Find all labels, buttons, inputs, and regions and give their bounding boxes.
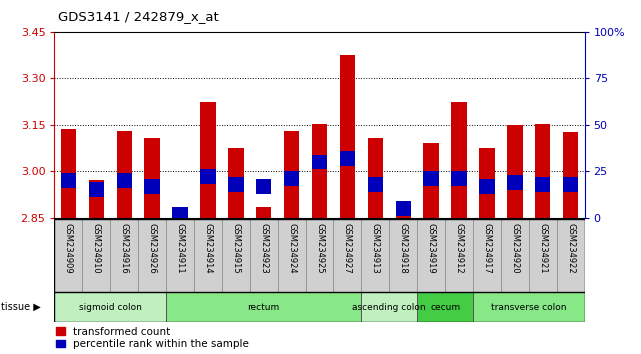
Bar [368,138,383,218]
Text: GSM234925: GSM234925 [315,223,324,274]
Text: GSM234919: GSM234919 [427,223,436,274]
Bar [312,124,327,218]
Bar [200,102,215,218]
Bar [306,219,333,292]
Bar [88,180,104,218]
Bar [284,171,299,186]
Bar [368,177,383,192]
Bar [83,219,110,292]
Bar [563,132,578,218]
Bar [333,219,362,292]
Bar [473,292,585,322]
Text: GSM234913: GSM234913 [371,223,380,274]
Bar [535,177,551,192]
Bar [194,219,222,292]
Text: GSM234924: GSM234924 [287,223,296,274]
Text: GSM234920: GSM234920 [510,223,519,274]
Text: GDS3141 / 242879_x_at: GDS3141 / 242879_x_at [58,10,219,23]
Bar [479,179,495,194]
Bar [451,102,467,218]
Bar [340,55,355,218]
Text: ascending colon: ascending colon [353,303,426,312]
Bar [88,182,104,197]
Bar [256,179,271,194]
Text: GSM234915: GSM234915 [231,223,240,274]
Bar [222,219,250,292]
Bar [54,292,166,322]
Bar [284,131,299,218]
Bar [507,175,522,190]
Text: GSM234917: GSM234917 [483,223,492,274]
Bar [417,219,445,292]
Bar [424,143,439,218]
Text: GSM234914: GSM234914 [203,223,212,274]
Bar [389,219,417,292]
Text: GSM234926: GSM234926 [147,223,156,274]
Text: GSM234923: GSM234923 [259,223,268,274]
Bar [278,219,306,292]
Text: GSM234916: GSM234916 [120,223,129,274]
Bar [172,207,188,222]
Bar [138,219,166,292]
Bar [501,219,529,292]
Bar [395,201,411,216]
Bar [451,171,467,186]
Text: GSM234912: GSM234912 [454,223,463,274]
Bar [445,219,473,292]
Text: GSM234918: GSM234918 [399,223,408,274]
Legend: transformed count, percentile rank within the sample: transformed count, percentile rank withi… [56,327,249,349]
Bar [117,173,132,188]
Text: transverse colon: transverse colon [491,303,567,312]
Bar [54,219,83,292]
Bar [340,151,355,166]
Bar [228,148,244,218]
Bar [556,219,585,292]
Text: GSM234921: GSM234921 [538,223,547,274]
Text: GSM234909: GSM234909 [64,223,73,274]
Bar [535,124,551,218]
Bar [166,292,362,322]
Bar [563,177,578,192]
Text: sigmoid colon: sigmoid colon [79,303,142,312]
Text: tissue ▶: tissue ▶ [1,302,41,312]
Bar [256,207,271,218]
Bar [172,216,188,218]
Bar [479,148,495,218]
Bar [362,292,417,322]
Text: cecum: cecum [430,303,460,312]
Bar [117,131,132,218]
Bar [200,170,215,184]
Bar [424,171,439,186]
Bar [228,177,244,192]
Bar [61,173,76,188]
Bar [166,219,194,292]
Bar [473,219,501,292]
Text: rectum: rectum [247,303,280,312]
Text: GSM234911: GSM234911 [176,223,185,274]
Text: GSM234922: GSM234922 [566,223,575,274]
Bar [417,292,473,322]
Text: GSM234927: GSM234927 [343,223,352,274]
Bar [144,179,160,194]
Bar [395,214,411,218]
Bar [312,155,327,170]
Bar [144,138,160,218]
Bar [529,219,556,292]
Bar [507,125,522,218]
Bar [250,219,278,292]
Text: GSM234910: GSM234910 [92,223,101,274]
Bar [61,130,76,218]
Bar [362,219,389,292]
Bar [110,219,138,292]
